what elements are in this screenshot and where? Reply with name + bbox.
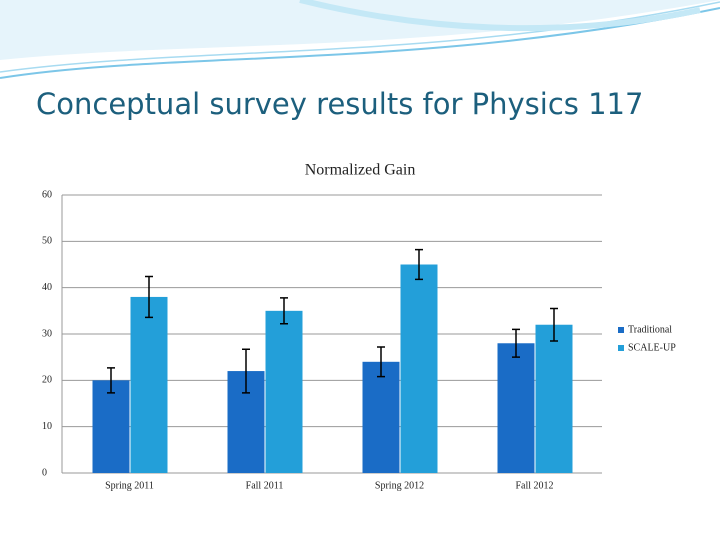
- bar: [535, 324, 573, 473]
- x-tick-label: Fall 2012: [515, 480, 553, 491]
- error-bar: [415, 248, 423, 281]
- bar: [130, 296, 168, 473]
- x-tick-label: Spring 2011: [105, 480, 154, 491]
- error-bar: [550, 307, 558, 342]
- bar: [265, 310, 303, 473]
- error-bar: [512, 328, 520, 358]
- error-bar: [242, 348, 250, 394]
- bar: [497, 343, 535, 473]
- y-tick-label: 10: [42, 421, 52, 432]
- y-tick-label: 0: [42, 467, 47, 478]
- error-bar: [107, 367, 115, 394]
- error-bar: [145, 275, 153, 319]
- slide-title: Conceptual survey results for Physics 11…: [36, 87, 643, 121]
- legend-swatch: [618, 327, 624, 333]
- x-tick-label: Spring 2012: [375, 480, 424, 491]
- legend-swatch: [618, 345, 624, 351]
- legend-label: SCALE-UP: [628, 342, 676, 353]
- error-bar: [377, 346, 385, 378]
- error-bar: [280, 297, 288, 325]
- y-tick-label: 50: [42, 236, 52, 247]
- legend-label: Traditional: [628, 324, 672, 335]
- y-tick-label: 40: [42, 282, 52, 293]
- y-tick-label: 30: [42, 328, 52, 339]
- y-tick-label: 60: [42, 189, 52, 200]
- bar: [362, 361, 400, 473]
- chart-title: Normalized Gain: [305, 162, 416, 179]
- y-tick-label: 20: [42, 375, 52, 386]
- header-decoration: [0, 0, 720, 79]
- bar: [92, 380, 130, 473]
- x-tick-label: Fall 2011: [246, 480, 284, 491]
- bar: [400, 264, 438, 473]
